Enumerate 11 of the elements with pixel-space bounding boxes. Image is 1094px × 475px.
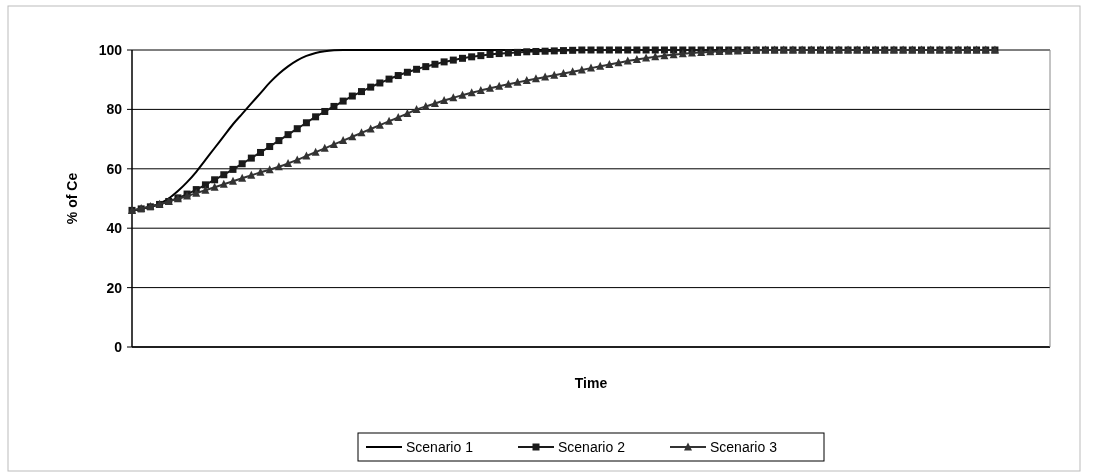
y-axis-title: % of Ce (64, 172, 80, 225)
x-axis-title: Time (574, 375, 608, 391)
y-tick-label: 100 (98, 41, 123, 58)
y-tick-label: 60 (106, 160, 123, 177)
y-tick-label: 20 (106, 279, 123, 296)
y-tick-label: 80 (106, 101, 123, 118)
y-tick-label: 40 (106, 220, 123, 237)
legend-label: Scenario 1 (406, 438, 474, 455)
legend-label: Scenario 3 (710, 438, 778, 455)
y-tick-label: 0 (114, 338, 123, 355)
legend-label: Scenario 2 (558, 438, 626, 455)
